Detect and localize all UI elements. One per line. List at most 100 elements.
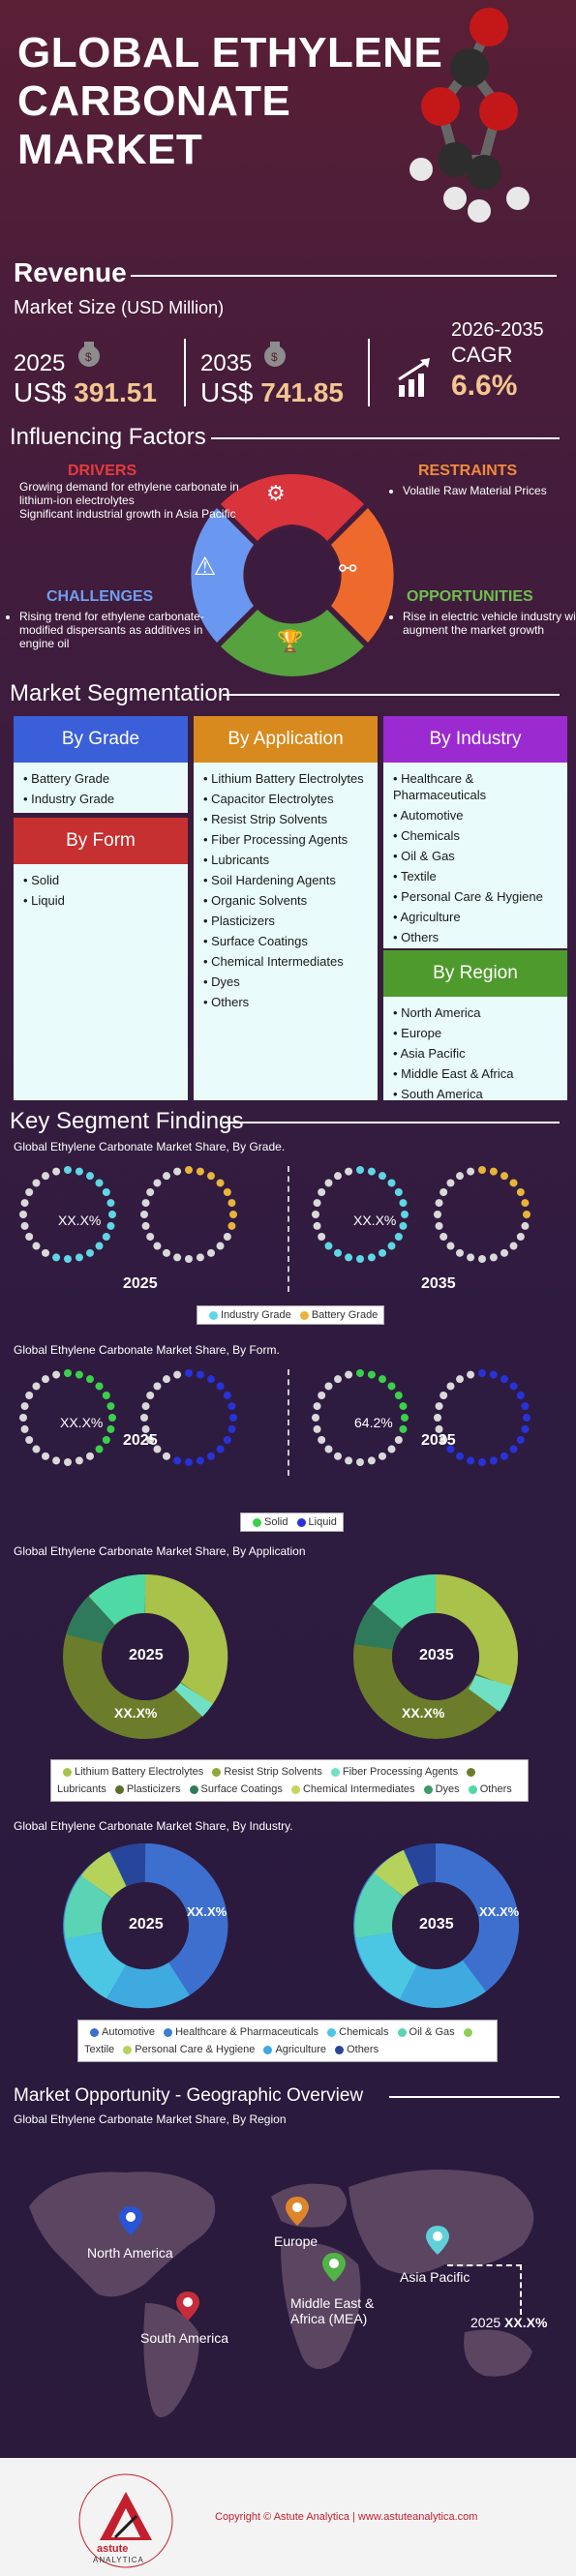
ring-dot [345, 1253, 353, 1262]
ring-dot [324, 1242, 333, 1250]
ring-dot [489, 1253, 498, 1262]
ring-dot [173, 1253, 182, 1262]
legend-label: Liquid [308, 1516, 337, 1528]
ring-dot [95, 1382, 104, 1391]
ring-dot [20, 1402, 29, 1411]
ring-dot [102, 1392, 110, 1399]
segment-title: By Region [383, 950, 567, 997]
ring-dot [185, 1458, 193, 1466]
segment-item: Personal Care & Hygiene [393, 886, 561, 907]
ring-dot [153, 1382, 162, 1391]
legend-label: Oil & Gas [409, 2026, 455, 2038]
ring-dot [318, 1233, 326, 1241]
ring-dot [19, 1414, 27, 1422]
ring-dot [140, 1211, 148, 1218]
ring-dot [394, 1392, 403, 1399]
ring-dot [141, 1424, 150, 1433]
ring-dot [108, 1414, 116, 1422]
legend-label: Chemicals [339, 2026, 389, 2038]
legend-label: Automotive [102, 2026, 156, 2038]
segment-item: Liquid [23, 890, 182, 911]
ring-dot [440, 1233, 448, 1241]
segment-item: Fiber Processing Agents [203, 829, 372, 850]
legend-label: Resist Strip Solvents [224, 1766, 322, 1778]
callout-line [447, 2264, 522, 2315]
ring-dot [106, 1402, 115, 1411]
restraints-title: RESTRAINTS [418, 463, 518, 479]
drivers-list: Growing demand for ethylene carbonate in… [0, 472, 242, 521]
divider [223, 1122, 560, 1123]
legend-swatch [123, 2045, 133, 2054]
ring-dot [173, 1370, 182, 1379]
segment-item: South America [393, 1084, 561, 1104]
segment-item: Solid [23, 870, 182, 890]
ring-dot [95, 1242, 104, 1250]
segment-item: Organic Solvents [203, 890, 372, 911]
molecule-illustration [409, 8, 530, 223]
ring-dot [509, 1445, 518, 1453]
drivers-title: DRIVERS [68, 463, 137, 479]
ring-dot [489, 1456, 498, 1465]
geo-heading: Market Opportunity - Geographic Overview [14, 2085, 364, 2106]
legend-swatch [209, 1310, 218, 1320]
legend-swatch [114, 1784, 124, 1794]
ring-dot [394, 1188, 403, 1196]
grade-2035-value: XX.X% [353, 1213, 397, 1228]
ring-dot [489, 1370, 498, 1379]
svg-text:$: $ [271, 350, 278, 364]
cagr-period: 2026-2035 [451, 319, 544, 341]
segment-item: Resist Strip Solvents [203, 809, 372, 829]
segment-by-region: By Region North America Europe Asia Paci… [383, 950, 567, 1101]
ring-dot [185, 1255, 193, 1263]
ring-dot [223, 1233, 231, 1241]
ring-dot [173, 1456, 182, 1465]
trophy-icon: 🏆 [277, 629, 304, 653]
legend-label: Surface Coatings [200, 1783, 283, 1795]
legend-label: Textile [84, 2044, 115, 2055]
ring-dot [86, 1452, 94, 1460]
grade-dot-rings [19, 1166, 531, 1263]
world-map [29, 2170, 534, 2417]
ring-dot [64, 1458, 72, 1466]
logo-text: astute [97, 2543, 129, 2555]
ring-dot [185, 1166, 193, 1174]
value-2035: US$ 741.85 [200, 377, 344, 407]
cagr-value: 6.6% [451, 370, 518, 402]
ring-dot [356, 1255, 364, 1263]
ring-dot [467, 1370, 475, 1379]
ring-dot [387, 1242, 396, 1250]
divider [389, 2096, 560, 2098]
industry-2025-value: XX.X% [187, 1904, 227, 1919]
ring-dot [196, 1167, 204, 1176]
legend-swatch [63, 1767, 72, 1777]
ring-dot [435, 1424, 443, 1433]
growth-chart-icon [397, 356, 436, 399]
ring-dot [313, 1402, 321, 1411]
year-2035-label: 2035 [200, 350, 253, 376]
ring-dot [345, 1456, 353, 1465]
opportunities-item: Rise in electric vehicle industry will a… [403, 610, 576, 637]
value-2025: US$ 391.51 [14, 377, 157, 407]
ring-dot [334, 1452, 342, 1460]
ring-dot [102, 1436, 110, 1444]
challenges-list: Rising trend for ethylene carbonate-modi… [0, 602, 213, 650]
ring-dot [356, 1166, 364, 1174]
ring-dot [387, 1179, 396, 1187]
form-dot-rings [19, 1369, 531, 1466]
divider [184, 339, 186, 406]
region-label-mea: Middle East & Africa (MEA) [290, 2295, 375, 2326]
geo-callout: 2025 XX.X% [470, 2315, 548, 2330]
segment-item: Chemical Intermediates [203, 951, 372, 972]
segment-item: Lubricants [203, 850, 372, 870]
legend-swatch [463, 2027, 472, 2037]
ring-dot [516, 1436, 525, 1444]
industry-donut-2025 [63, 1842, 228, 2009]
opportunities-title: OPPORTUNITIES [407, 588, 533, 605]
ring-dot [478, 1166, 486, 1174]
segment-item: Oil & Gas [393, 846, 561, 866]
ring-dot [106, 1199, 115, 1208]
ring-dot [153, 1242, 162, 1250]
ring-dot [223, 1436, 231, 1444]
region-label-asia-pacific: Asia Pacific [400, 2269, 470, 2285]
ring-dot [207, 1452, 215, 1460]
